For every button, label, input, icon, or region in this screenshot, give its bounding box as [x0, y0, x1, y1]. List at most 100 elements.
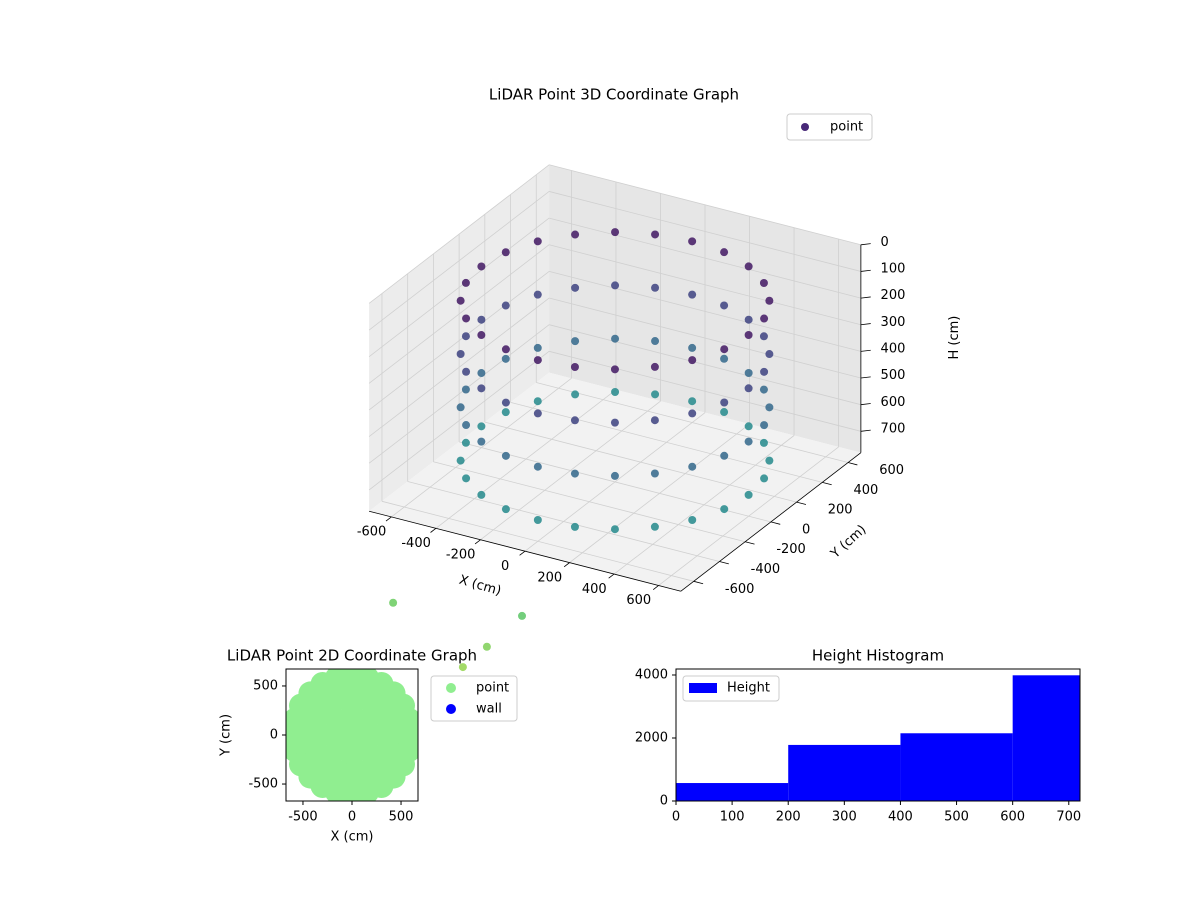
- point: [760, 474, 769, 483]
- x-tick-label: 300: [832, 810, 857, 825]
- legend-label: point: [476, 681, 509, 696]
- point: [461, 438, 470, 447]
- x-tick-label: 0: [501, 559, 509, 574]
- grid-line: [549, 217, 861, 299]
- x-tick-label: -400: [401, 536, 431, 551]
- x-tick-label: 500: [389, 810, 414, 825]
- y-tick-label: 0: [802, 522, 810, 537]
- point: [477, 315, 486, 324]
- point: [533, 515, 542, 524]
- chart-title: Height Histogram: [812, 647, 944, 665]
- x-tick-label: 200: [776, 810, 801, 825]
- x-tick-label: 0: [672, 810, 680, 825]
- point: [533, 397, 542, 406]
- point: [533, 237, 542, 246]
- point: [461, 385, 470, 394]
- point: [688, 516, 697, 525]
- axis-line: [369, 510, 681, 592]
- point: [501, 354, 510, 363]
- point: [376, 738, 401, 763]
- grid-line: [536, 382, 849, 463]
- x-tick-label: 200: [537, 570, 562, 585]
- y-tick-label: -400: [751, 562, 781, 577]
- point: [501, 408, 510, 417]
- legend-label: point: [830, 120, 863, 135]
- x-tick-label: 400: [582, 582, 607, 597]
- point: [610, 365, 619, 374]
- x-tick-label: -200: [446, 548, 476, 563]
- axes-frame: [675, 668, 1081, 802]
- point: [651, 337, 660, 346]
- grid-line: [368, 191, 550, 331]
- tick-mark: [860, 376, 871, 379]
- tick-mark: [519, 550, 526, 556]
- point: [720, 345, 729, 354]
- z-tick-label: 300: [881, 315, 906, 330]
- tick-mark: [385, 516, 392, 522]
- tick-mark: [474, 539, 481, 545]
- grid-line: [368, 271, 550, 411]
- x-tick-label: 100: [720, 810, 745, 825]
- x-axis-label: X (cm): [331, 830, 374, 845]
- grid-line: [459, 441, 771, 523]
- point: [744, 384, 753, 393]
- grid-line: [549, 350, 861, 432]
- y-tick-label: 0: [270, 728, 278, 743]
- y-tick-label: 600: [879, 463, 904, 478]
- point: [688, 290, 697, 299]
- point: [744, 331, 753, 340]
- x-tick-label: 400: [888, 810, 913, 825]
- y-tick-label: 2000: [635, 730, 668, 745]
- point: [501, 451, 510, 460]
- chart-title: LiDAR Point 3D Coordinate Graph: [489, 86, 739, 104]
- tick-mark: [608, 573, 615, 579]
- point: [688, 409, 697, 418]
- point: [688, 462, 697, 471]
- grid-line: [407, 481, 720, 562]
- point: [651, 230, 660, 239]
- plot-area: [676, 675, 1080, 801]
- point: [650, 416, 659, 425]
- grid-line: [549, 244, 861, 326]
- grid-line: [484, 421, 797, 503]
- point: [760, 314, 769, 323]
- point: [571, 390, 580, 399]
- point: [570, 416, 579, 425]
- point: [462, 421, 471, 430]
- grid-line: [368, 217, 550, 357]
- point: [477, 262, 486, 271]
- point: [610, 525, 619, 534]
- tick-mark: [860, 429, 871, 432]
- tick-mark: [693, 580, 704, 585]
- point: [759, 278, 768, 287]
- point: [571, 283, 580, 292]
- point: [570, 522, 579, 531]
- tick-mark: [860, 243, 871, 246]
- tick-mark: [796, 501, 807, 505]
- tick-mark: [430, 528, 437, 533]
- point: [477, 490, 486, 499]
- point: [570, 362, 579, 371]
- point: [688, 397, 697, 406]
- point: [456, 349, 465, 358]
- point: [462, 314, 471, 323]
- legend-box: [682, 675, 780, 702]
- tick-mark: [860, 349, 871, 352]
- y-axis-label: Y (cm): [219, 714, 234, 757]
- legend-box: [786, 113, 873, 141]
- x-tick-label: 500: [944, 810, 969, 825]
- grid-line: [510, 401, 823, 483]
- point: [533, 409, 542, 418]
- point: [765, 403, 774, 412]
- point: [720, 248, 729, 257]
- y-tick-label: 0: [660, 794, 668, 809]
- point: [688, 343, 697, 352]
- point: [501, 301, 510, 310]
- point: [462, 474, 471, 483]
- grid-line: [549, 270, 861, 352]
- point: [651, 283, 660, 292]
- point: [458, 663, 467, 672]
- point: [611, 228, 620, 237]
- grid-line: [368, 351, 550, 491]
- x-tick-label: 600: [1000, 810, 1025, 825]
